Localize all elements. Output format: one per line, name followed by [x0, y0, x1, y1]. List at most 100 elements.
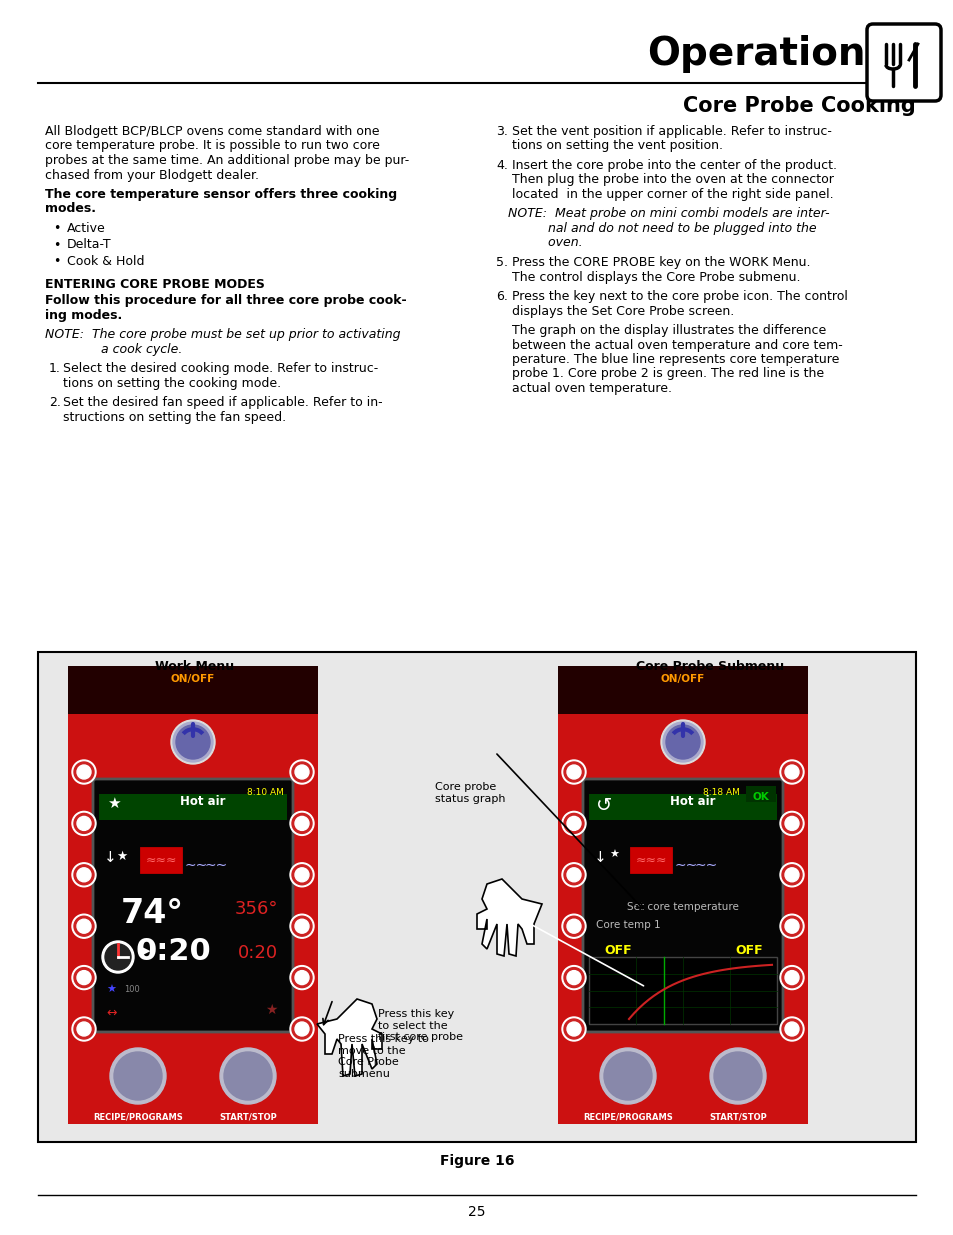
- Circle shape: [292, 967, 312, 988]
- Text: between the actual oven temperature and core tem-: between the actual oven temperature and …: [512, 338, 841, 352]
- Circle shape: [74, 864, 94, 884]
- Circle shape: [709, 1049, 765, 1104]
- Circle shape: [292, 762, 312, 782]
- Circle shape: [780, 966, 803, 989]
- Circle shape: [71, 811, 96, 835]
- Circle shape: [294, 971, 309, 984]
- Circle shape: [561, 863, 585, 887]
- Text: a cook cycle.: a cook cycle.: [45, 342, 182, 356]
- Text: perature. The blue line represents core temperature: perature. The blue line represents core …: [512, 353, 839, 366]
- Circle shape: [599, 1049, 656, 1104]
- Text: probes at the same time. An additional probe may be pur-: probes at the same time. An additional p…: [45, 154, 409, 167]
- Text: Set core temperature: Set core temperature: [626, 902, 739, 911]
- Text: Delta-T: Delta-T: [67, 238, 112, 252]
- Bar: [588, 957, 776, 1024]
- Text: ▶: ▶: [142, 946, 150, 956]
- Polygon shape: [476, 879, 541, 956]
- Text: Active: Active: [67, 222, 106, 235]
- Circle shape: [71, 863, 96, 887]
- Circle shape: [77, 816, 91, 830]
- Circle shape: [563, 864, 583, 884]
- Circle shape: [292, 864, 312, 884]
- Circle shape: [784, 868, 799, 882]
- Circle shape: [780, 863, 803, 887]
- Text: ↓: ↓: [104, 850, 116, 864]
- Bar: [588, 794, 776, 820]
- Circle shape: [784, 1023, 799, 1036]
- Circle shape: [563, 814, 583, 834]
- Text: 100: 100: [124, 986, 139, 994]
- Text: 74°: 74°: [121, 897, 184, 930]
- Text: 0:20: 0:20: [237, 944, 277, 962]
- Circle shape: [781, 967, 801, 988]
- Text: located  in the upper corner of the right side panel.: located in the upper corner of the right…: [512, 188, 833, 201]
- Circle shape: [290, 966, 314, 989]
- Text: Core probe
status graph: Core probe status graph: [435, 782, 505, 804]
- Circle shape: [77, 1023, 91, 1036]
- Bar: [99, 794, 287, 820]
- Circle shape: [781, 814, 801, 834]
- Circle shape: [290, 863, 314, 887]
- Text: START/STOP: START/STOP: [708, 1112, 766, 1121]
- Circle shape: [561, 966, 585, 989]
- Circle shape: [784, 816, 799, 830]
- Circle shape: [102, 941, 133, 973]
- Circle shape: [662, 722, 702, 762]
- Circle shape: [290, 811, 314, 835]
- Circle shape: [74, 762, 94, 782]
- Text: OFF: OFF: [734, 944, 761, 957]
- FancyBboxPatch shape: [92, 779, 293, 1032]
- Text: probe 1. Core probe 2 is green. The red line is the: probe 1. Core probe 2 is green. The red …: [512, 368, 823, 380]
- Circle shape: [71, 966, 96, 989]
- Circle shape: [781, 864, 801, 884]
- Text: Follow this procedure for all three core probe cook-: Follow this procedure for all three core…: [45, 294, 406, 308]
- Bar: [630, 848, 670, 872]
- Circle shape: [77, 919, 91, 934]
- Bar: [141, 848, 181, 872]
- Circle shape: [294, 1023, 309, 1036]
- Circle shape: [77, 764, 91, 779]
- Text: All Blodgett BCP/BLCP ovens come standard with one: All Blodgett BCP/BLCP ovens come standar…: [45, 125, 379, 138]
- Circle shape: [71, 914, 96, 939]
- FancyBboxPatch shape: [866, 23, 940, 101]
- Circle shape: [224, 1052, 272, 1100]
- Text: nal and do not need to be plugged into the: nal and do not need to be plugged into t…: [507, 222, 816, 235]
- Circle shape: [71, 1016, 96, 1041]
- Circle shape: [566, 971, 580, 984]
- Text: NOTE:  Meat probe on mini combi models are inter-: NOTE: Meat probe on mini combi models ar…: [507, 207, 829, 221]
- Text: •: •: [53, 254, 60, 268]
- Text: Operation: Operation: [647, 35, 865, 73]
- Text: START/STOP: START/STOP: [219, 1112, 276, 1121]
- Text: •: •: [53, 222, 60, 235]
- Text: Cook & Hold: Cook & Hold: [67, 254, 144, 268]
- Text: 2.: 2.: [49, 396, 61, 409]
- Text: Then plug the probe into the oven at the connector: Then plug the probe into the oven at the…: [512, 173, 833, 186]
- Text: Press this key to
move to the
Core Probe
submenu: Press this key to move to the Core Probe…: [337, 1034, 429, 1079]
- Text: ≈≈≈: ≈≈≈: [145, 853, 176, 867]
- Circle shape: [105, 944, 131, 969]
- Circle shape: [77, 971, 91, 984]
- Circle shape: [290, 914, 314, 939]
- Text: ∼∼: ∼∼: [204, 858, 228, 872]
- Text: ∼∼: ∼∼: [674, 858, 697, 872]
- Circle shape: [713, 1052, 761, 1100]
- Text: ∼∼: ∼∼: [184, 858, 208, 872]
- Circle shape: [561, 914, 585, 939]
- Circle shape: [784, 971, 799, 984]
- Text: Core temp 1: Core temp 1: [596, 920, 659, 930]
- FancyBboxPatch shape: [582, 779, 782, 1032]
- Text: 4.: 4.: [496, 159, 507, 172]
- Text: 8:18 AM: 8:18 AM: [702, 788, 740, 797]
- Bar: [558, 666, 807, 1124]
- Circle shape: [566, 816, 580, 830]
- Text: ENTERING CORE PROBE MODES: ENTERING CORE PROBE MODES: [45, 278, 265, 290]
- Bar: [558, 666, 807, 714]
- Circle shape: [294, 764, 309, 779]
- Text: Hot air: Hot air: [180, 795, 226, 808]
- Text: 0:20: 0:20: [136, 937, 212, 966]
- Bar: [38, 652, 915, 1142]
- Circle shape: [780, 1016, 803, 1041]
- Text: ON/OFF: ON/OFF: [660, 674, 704, 684]
- Bar: [745, 785, 775, 802]
- Circle shape: [781, 916, 801, 936]
